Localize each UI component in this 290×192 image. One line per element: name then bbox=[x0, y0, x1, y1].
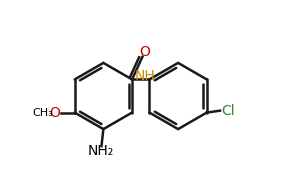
Text: CH₃: CH₃ bbox=[33, 108, 53, 118]
Text: NH: NH bbox=[135, 69, 156, 83]
Text: NH₂: NH₂ bbox=[87, 144, 114, 158]
Text: O: O bbox=[50, 106, 61, 120]
Text: O: O bbox=[139, 45, 150, 59]
Text: Cl: Cl bbox=[221, 104, 235, 118]
